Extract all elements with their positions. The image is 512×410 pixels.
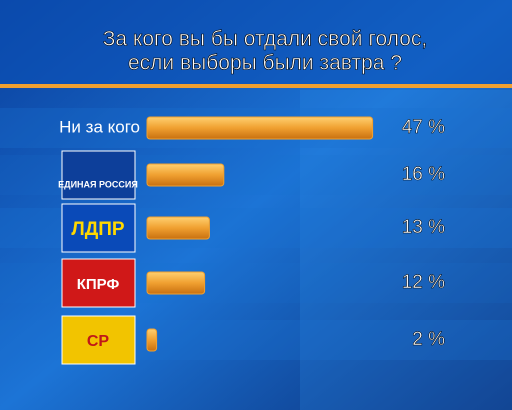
bar xyxy=(146,271,206,295)
value-label: 47 % xyxy=(402,117,445,138)
title-panel xyxy=(0,0,512,84)
title-rule xyxy=(0,84,512,88)
chart-title: За кого вы бы отдали свой голос, xyxy=(103,28,428,51)
category-label: ЛДПР xyxy=(71,219,125,240)
bar xyxy=(146,216,210,240)
party-logo xyxy=(61,150,136,200)
decor-panel xyxy=(300,90,512,410)
category-label: Ни за кого xyxy=(59,117,140,136)
chart-title: если выборы были завтра ? xyxy=(128,52,402,75)
bar xyxy=(146,328,158,352)
party-logo xyxy=(61,258,136,308)
category-label: ЕДИНАЯ РОССИЯ xyxy=(58,179,138,189)
category-label: КПРФ xyxy=(77,276,120,293)
value-label: 2 % xyxy=(412,329,445,350)
value-label: 13 % xyxy=(402,217,445,238)
bar xyxy=(146,163,225,187)
party-logo xyxy=(61,315,136,365)
party-logo xyxy=(61,203,136,253)
value-label: 16 % xyxy=(402,164,445,185)
category-label: СР xyxy=(87,333,110,350)
value-label: 12 % xyxy=(402,272,445,293)
bar xyxy=(146,116,374,140)
